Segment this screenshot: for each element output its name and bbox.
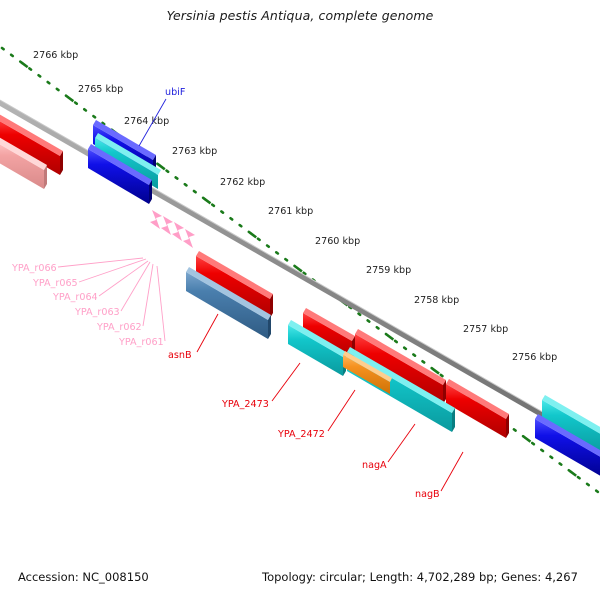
forward-strand-features [0, 114, 509, 438]
rna-features [150, 210, 195, 248]
feature-label-text: asnB [168, 350, 192, 361]
feature-label-ypa-r062[interactable]: YPA_r062 [96, 263, 154, 333]
feature-label-text: YPA_r065 [32, 278, 78, 289]
scale-arc-ticks [1, 46, 599, 494]
scale-tick-label: 2765 kbp [78, 84, 123, 95]
leader-line [57, 257, 144, 268]
feature-ubiF-blue-lower[interactable] [88, 144, 152, 204]
scale-tick-label: 2759 kbp [366, 265, 411, 276]
feature-label-asnb[interactable]: asnB [168, 313, 219, 361]
feature-label-text: nagB [415, 489, 440, 500]
feature-orange-bar[interactable] [343, 351, 392, 394]
leader-line [120, 261, 151, 312]
genome-stats-text: Topology: circular; Length: 4,702,289 bp… [262, 570, 578, 584]
feature-label-ypa-r063[interactable]: YPA_r063 [74, 261, 151, 318]
leader-line [327, 389, 356, 432]
feature-label-naga[interactable]: nagA [362, 423, 416, 471]
scale-tick-label: 2766 kbp [33, 50, 78, 61]
leader-line [138, 98, 167, 147]
leader-line [440, 451, 464, 492]
rna-arrow-4[interactable] [183, 229, 195, 248]
feature-label-ypa-2473[interactable]: YPA_2473 [221, 362, 301, 410]
feature-label-text: YPA_r064 [52, 292, 98, 303]
scale-arc [0, 46, 600, 494]
accession-text: Accession: NC_008150 [18, 570, 149, 584]
leader-line [98, 260, 149, 297]
scale-tick-label: 2763 kbp [172, 146, 217, 157]
feature-pale-red-left[interactable] [0, 136, 47, 189]
feature-cyan-right[interactable] [542, 395, 600, 455]
scale-tick-label: 2760 kbp [315, 236, 360, 247]
feature-nagA-red[interactable] [355, 329, 446, 404]
rna-arrow-3[interactable] [172, 222, 184, 241]
rna-arrow-1[interactable] [150, 210, 162, 229]
feature-red-far-left[interactable] [0, 114, 63, 175]
page-title: Yersinia pestis Antiqua, complete genome [166, 8, 434, 23]
feature-label-ypa-r064[interactable]: YPA_r064 [52, 260, 149, 303]
scale-tick-label: 2757 kbp [463, 324, 508, 335]
feature-label-text: YPA_2472 [277, 429, 325, 440]
scale-tick-label: 2761 kbp [268, 206, 313, 217]
feature-label-text: YPA_r063 [74, 307, 120, 318]
scale-tick-label: 2762 kbp [220, 177, 265, 188]
feature-label-text: nagA [362, 460, 387, 471]
feature-label-text: YPA_r062 [96, 322, 142, 333]
feature-nagB-red[interactable] [446, 379, 509, 438]
scale-tick-label: 2756 kbp [512, 352, 557, 363]
feature-label-nagb[interactable]: nagB [415, 451, 464, 500]
feature-label-ypa-r066[interactable]: YPA_r066 [11, 257, 144, 274]
feature-asnB-red[interactable] [196, 251, 273, 318]
scale-tick-label: 2764 kbp [124, 116, 169, 127]
feature-blue-right[interactable] [535, 414, 600, 478]
leader-line [78, 258, 147, 283]
leader-line [196, 313, 219, 353]
feature-label-layer: YPA_r066 YPA_r065 YPA_r064 YPA_r063 YPA_r062… [11, 87, 464, 500]
feature-label-text: ubiF [165, 87, 185, 98]
feature-label-text: YPA_2473 [221, 399, 269, 410]
feature-label-text: YPA_r066 [11, 263, 57, 274]
leader-line [387, 423, 416, 463]
feature-label-ypa-r061[interactable]: YPA_r061 [118, 265, 166, 348]
rna-arrow-2[interactable] [161, 216, 173, 235]
feature-label-ypa-r065[interactable]: YPA_r065 [32, 258, 147, 289]
leader-line [271, 362, 301, 402]
leader-line [156, 265, 166, 342]
scale-tick-label: 2758 kbp [414, 295, 459, 306]
reverse-strand-features [88, 133, 600, 478]
feature-label-ypa-2472[interactable]: YPA_2472 [277, 389, 356, 440]
feature-label-text: YPA_r061 [118, 337, 164, 348]
scale-tick-labels: 2766 kbp 2765 kbp 2764 kbp 2763 kbp 2762 kbp… [33, 50, 557, 363]
feature-label-ubif[interactable]: ubiF [138, 87, 185, 147]
leader-line [142, 263, 154, 327]
feature-asnB-steel[interactable] [186, 267, 271, 339]
